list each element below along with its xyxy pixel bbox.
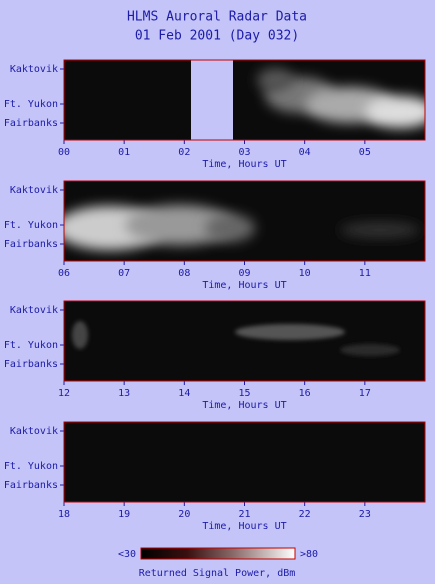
x-tick-label: 01 xyxy=(118,147,130,158)
x-tick-label: 17 xyxy=(359,388,371,399)
x-tick-label: 08 xyxy=(178,268,190,279)
y-tick-label: Ft. Yukon xyxy=(4,99,58,110)
y-tick-label: Ft. Yukon xyxy=(4,340,58,351)
plot-frame xyxy=(63,59,426,141)
x-tick-label: 06 xyxy=(58,268,70,279)
y-tick-label: Kaktovik xyxy=(10,64,58,75)
aurora-texture xyxy=(64,60,425,356)
texture xyxy=(191,60,425,140)
x-tick-label: 13 xyxy=(118,388,130,399)
x-tick-label: 18 xyxy=(58,509,70,520)
texture xyxy=(64,205,420,250)
y-tick-label: Kaktovik xyxy=(10,426,58,437)
x-tick-label: 10 xyxy=(299,268,311,279)
panels: Kaktovik Ft. Yukon Fairbanks 00 01 02 03 04 05 Ti… xyxy=(4,60,425,532)
y-tick-label: Ft. Yukon xyxy=(4,220,58,231)
colorbar xyxy=(140,547,296,560)
colorbar-label: Returned Signal Power, dBm xyxy=(139,568,296,579)
echo xyxy=(365,96,425,128)
x-tick-label: 21 xyxy=(238,509,250,520)
y-tick-label: Kaktovik xyxy=(10,185,58,196)
x-tick-label: 00 xyxy=(58,147,70,158)
plot-frame xyxy=(63,421,426,503)
x-tick-label: 15 xyxy=(238,388,250,399)
x-axis-label: Time, Hours UT xyxy=(202,159,286,170)
x-tick-label: 09 xyxy=(238,268,250,279)
x-tick-label: 14 xyxy=(178,388,190,399)
echo xyxy=(72,321,88,349)
x-tick-label: 23 xyxy=(359,509,371,520)
plot-area xyxy=(64,422,425,502)
chart-subtitle: 01 Feb 2001 (Day 032) xyxy=(135,29,299,44)
x-tick-label: 03 xyxy=(238,147,250,158)
colorbar-max: >80 xyxy=(300,549,318,560)
echo xyxy=(125,205,235,245)
x-tick-label: 02 xyxy=(178,147,190,158)
y-tick-label: Fairbanks xyxy=(4,359,58,370)
echo xyxy=(235,324,345,340)
y-tick-label: Kaktovik xyxy=(10,305,58,316)
y-tick-label: Fairbanks xyxy=(4,480,58,491)
x-tick-label: 05 xyxy=(359,147,371,158)
x-tick-label: 16 xyxy=(299,388,311,399)
x-axis-label: Time, Hours UT xyxy=(202,280,286,291)
x-tick-label: 04 xyxy=(299,147,311,158)
chart-title: HLMS Auroral Radar Data xyxy=(127,10,307,25)
colorbar-min: <30 xyxy=(118,549,136,560)
x-tick-label: 20 xyxy=(178,509,190,520)
x-tick-label: 07 xyxy=(118,268,130,279)
y-tick-label: Fairbanks xyxy=(4,239,58,250)
echo xyxy=(205,214,255,242)
plot-frame xyxy=(63,300,426,382)
x-axis-label: Time, Hours UT xyxy=(202,400,286,411)
no-data-gap xyxy=(191,60,233,140)
y-tick-label: Ft. Yukon xyxy=(4,461,58,472)
x-tick-label: 12 xyxy=(58,388,70,399)
plot-area xyxy=(64,301,425,381)
x-tick-label: 22 xyxy=(299,509,311,520)
echo xyxy=(257,68,293,92)
x-tick-label: 19 xyxy=(118,509,130,520)
echo xyxy=(340,344,400,356)
echo xyxy=(340,222,420,238)
texture xyxy=(72,321,400,356)
y-tick-label: Fairbanks xyxy=(4,118,58,129)
x-axis-label: Time, Hours UT xyxy=(202,521,286,532)
plot-frame xyxy=(63,180,426,262)
x-tick-label: 11 xyxy=(359,268,371,279)
